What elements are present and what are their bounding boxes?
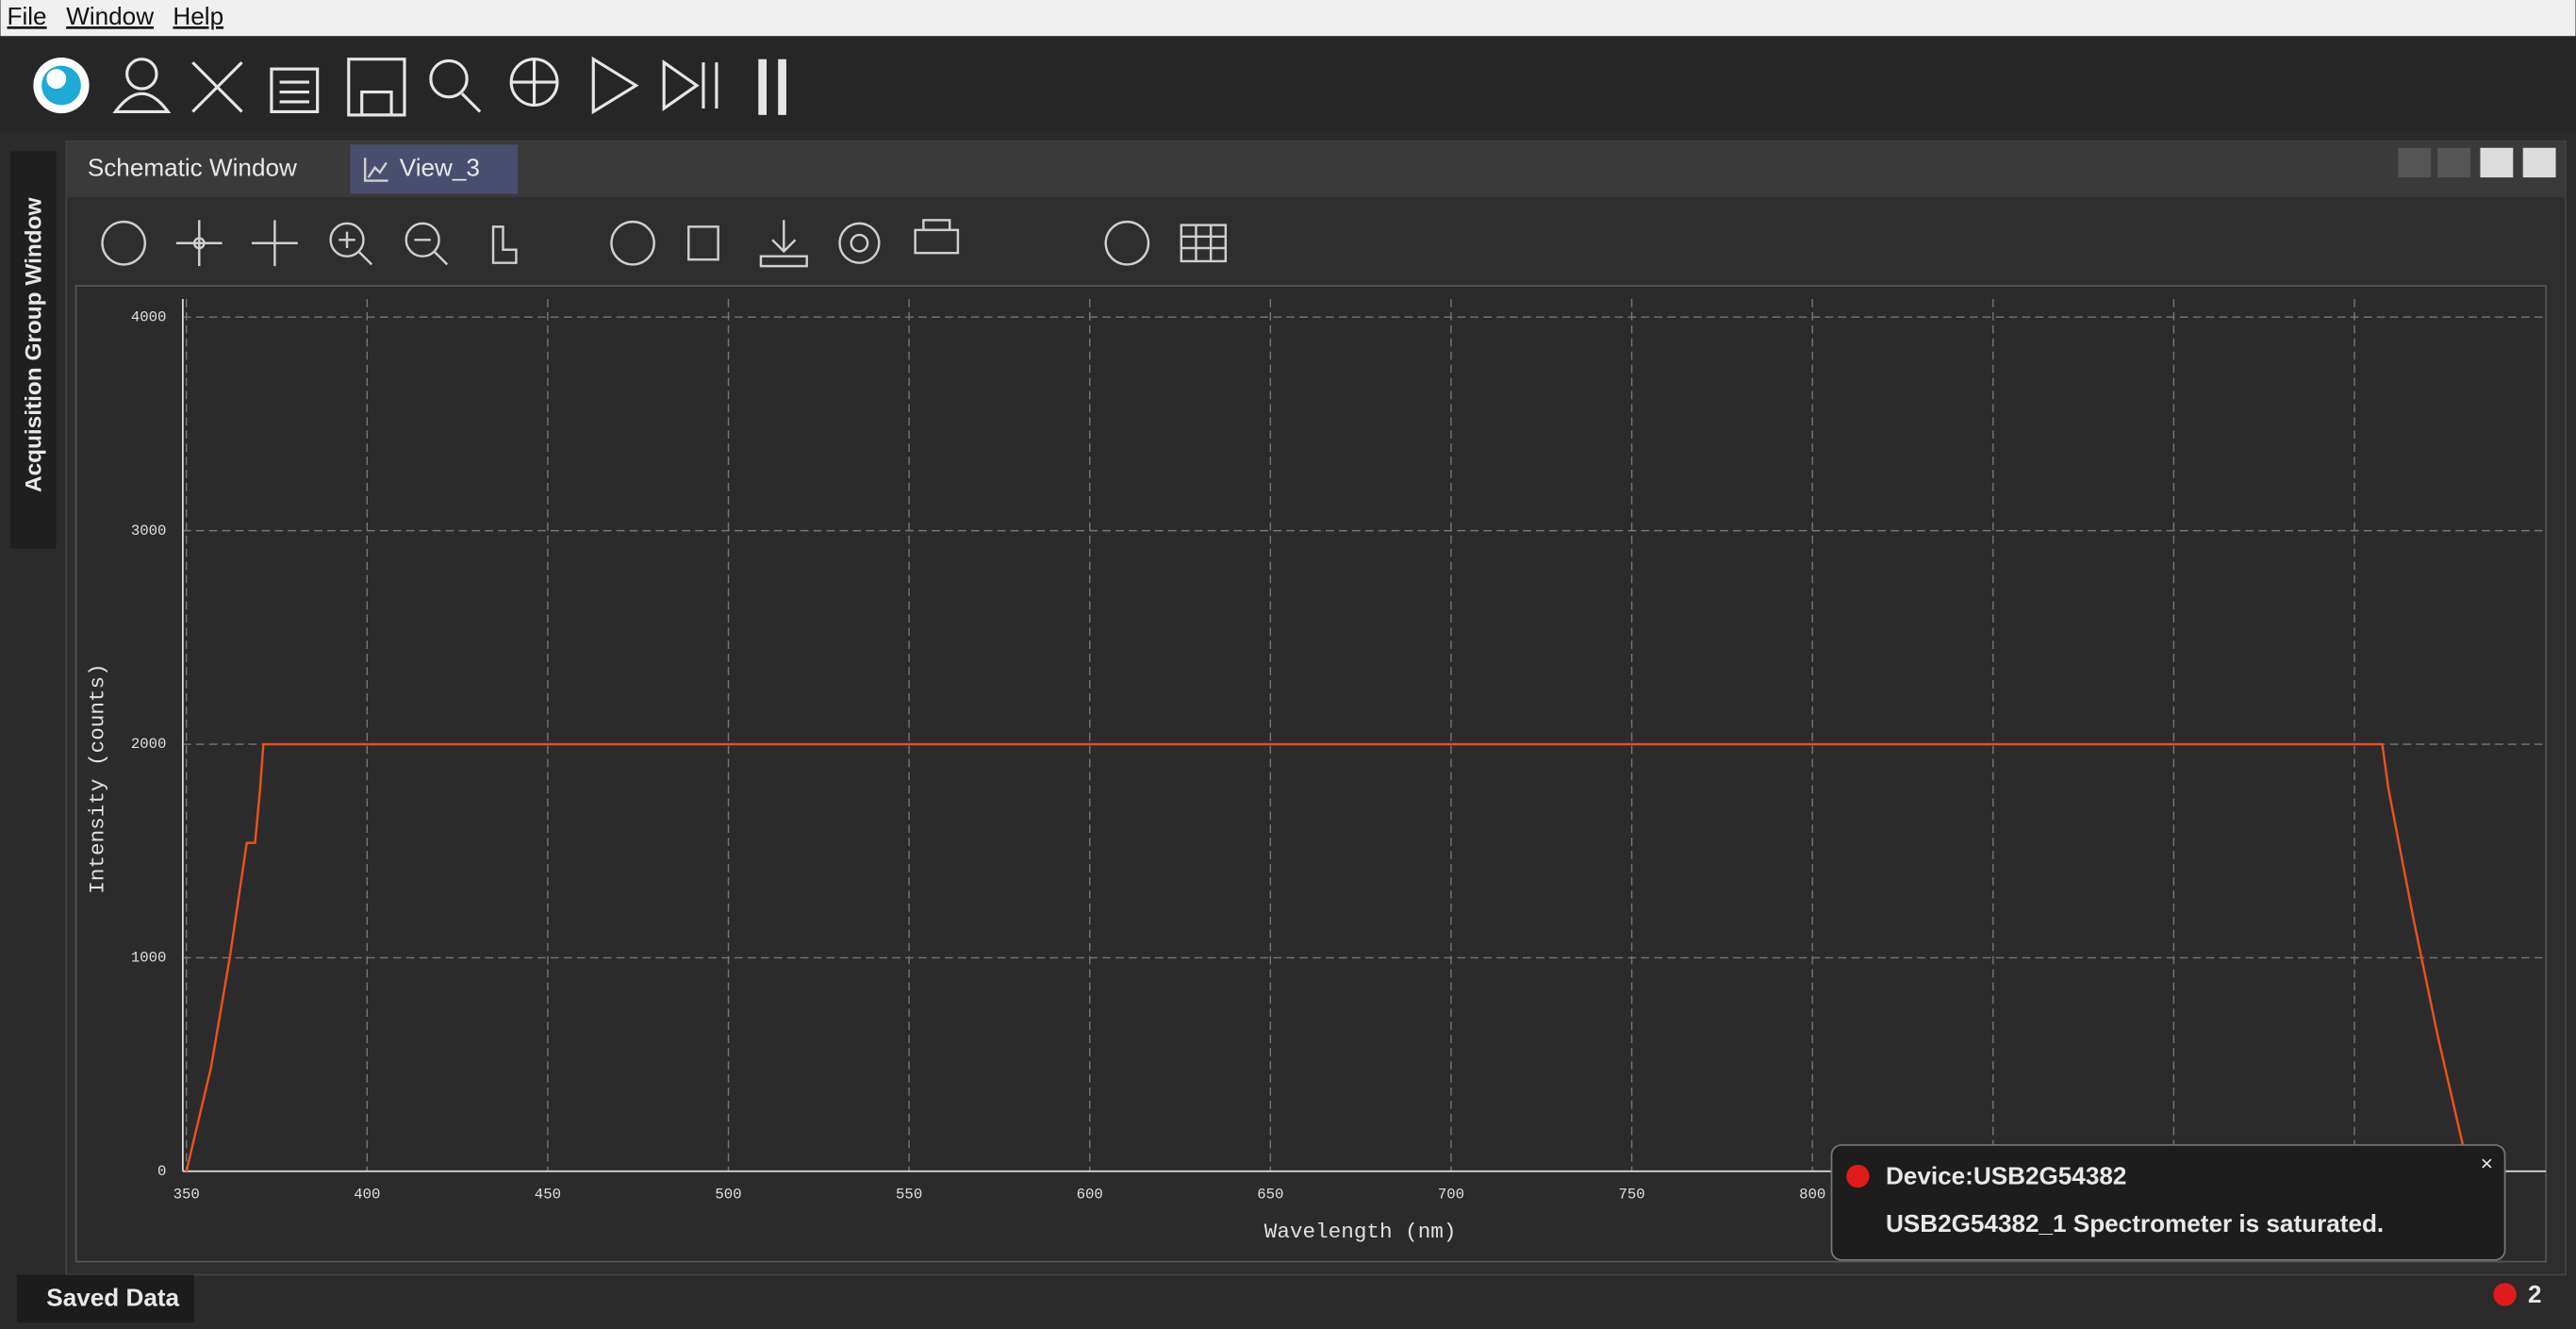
x-tick-label: 700: [1438, 1186, 1464, 1203]
notification-close[interactable]: ×: [2481, 1152, 2493, 1175]
y-axis-label: Intensity (counts): [85, 663, 109, 893]
x-axis-label: Wavelength (nm): [1264, 1220, 1457, 1244]
data-line: [185, 742, 2471, 1172]
chart-toolbar[interactable]: [101, 219, 1228, 268]
y-tick-label: 3000: [131, 523, 167, 540]
tab-active[interactable]: [350, 144, 519, 194]
menu-help[interactable]: Help: [173, 2, 223, 30]
x-tick-label: 800: [1799, 1186, 1825, 1203]
x-tick-label: 400: [354, 1186, 380, 1203]
status-error-icon[interactable]: [2493, 1283, 2517, 1306]
nav-right[interactable]: [2437, 147, 2470, 178]
saved-data-tab[interactable]: [16, 1274, 195, 1323]
side-panel-label[interactable]: Acquisition Group Window: [22, 197, 47, 492]
y-tick-label: 2000: [131, 736, 167, 753]
x-tick-label: 650: [1257, 1186, 1283, 1203]
notification-box: [1830, 1144, 2506, 1261]
nav-left[interactable]: [2398, 147, 2432, 178]
menu-window[interactable]: Window: [66, 2, 154, 30]
y-tick-label: 1000: [131, 950, 167, 967]
tab-schematic[interactable]: Schematic Window: [88, 153, 297, 181]
dropdown[interactable]: [2480, 147, 2514, 178]
toolbar: [0, 36, 2576, 132]
menu-bar: [0, 0, 2576, 37]
notification-message: USB2G54382_1 Spectrometer is saturated.: [1886, 1209, 2384, 1238]
y-tick-label: 4000: [131, 308, 167, 325]
tab-view3[interactable]: View_3: [400, 153, 480, 181]
y-tick-label: 0: [157, 1163, 166, 1180]
x-tick-label: 750: [1618, 1186, 1644, 1203]
x-tick-label: 450: [535, 1186, 561, 1203]
error-icon: [1846, 1164, 1870, 1188]
menu-file[interactable]: File: [8, 2, 47, 30]
x-tick-label: 350: [173, 1186, 200, 1203]
status-count[interactable]: 2: [2528, 1280, 2542, 1308]
maximize[interactable]: [2522, 147, 2556, 178]
x-tick-label: 600: [1077, 1186, 1103, 1203]
saved-data-label[interactable]: Saved Data: [46, 1284, 179, 1312]
notification: Device:USB2G54382 USB2G54382_1 Spectrome…: [1830, 1144, 2506, 1261]
plot-frame: [74, 285, 2547, 1263]
x-tick-label: 550: [896, 1186, 922, 1203]
toolbar-icons[interactable]: [33, 56, 786, 117]
notification-title: Device:USB2G54382: [1886, 1162, 2126, 1190]
side-panel[interactable]: [9, 151, 57, 549]
x-tick-label: 500: [715, 1186, 741, 1203]
